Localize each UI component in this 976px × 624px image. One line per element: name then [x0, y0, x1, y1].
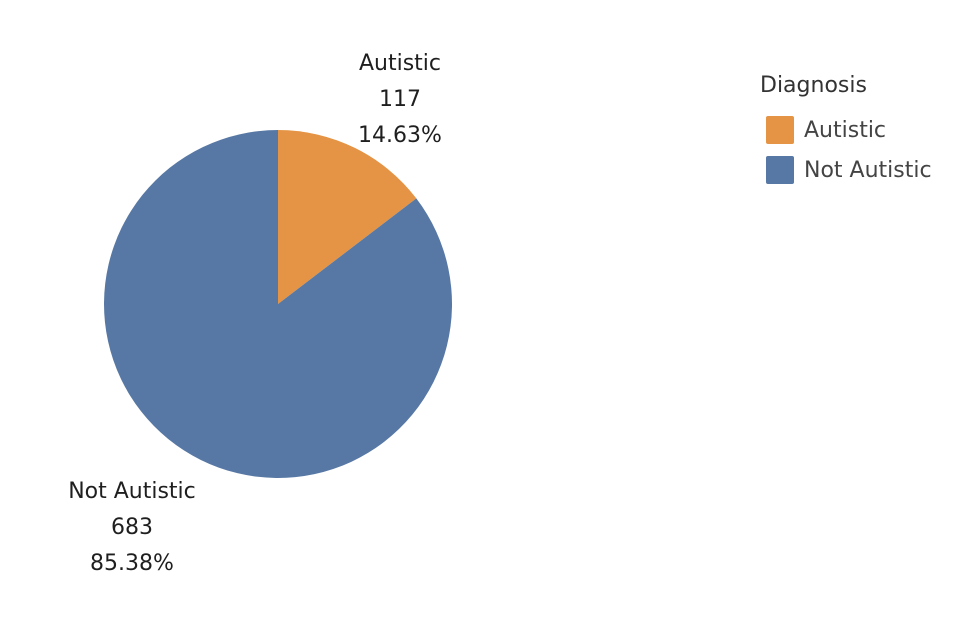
legend-swatch-not-autistic: [766, 156, 794, 184]
slice-label-name-autistic: Autistic: [359, 51, 441, 76]
slice-label-name-not-autistic: Not Autistic: [68, 479, 196, 504]
legend-label-not-autistic: Not Autistic: [804, 157, 932, 183]
slice-label-value-autistic: 117: [379, 87, 421, 112]
slice-label-value-not-autistic: 683: [111, 515, 153, 540]
legend-item-not-autistic[interactable]: Not Autistic: [760, 150, 970, 190]
legend-swatch-autistic: [766, 116, 794, 144]
legend-label-autistic: Autistic: [804, 117, 887, 143]
pie-slice-autistic[interactable]: [278, 130, 417, 304]
legend-item-autistic[interactable]: Autistic: [760, 110, 970, 150]
legend: Diagnosis Autistic Not Autistic: [760, 72, 970, 190]
slice-label-percent-not-autistic: 85.38%: [90, 551, 174, 576]
pie-slice-not-autistic[interactable]: [103, 130, 452, 478]
legend-title: Diagnosis: [760, 73, 867, 98]
slice-label-percent-autistic: 14.63%: [358, 123, 442, 148]
